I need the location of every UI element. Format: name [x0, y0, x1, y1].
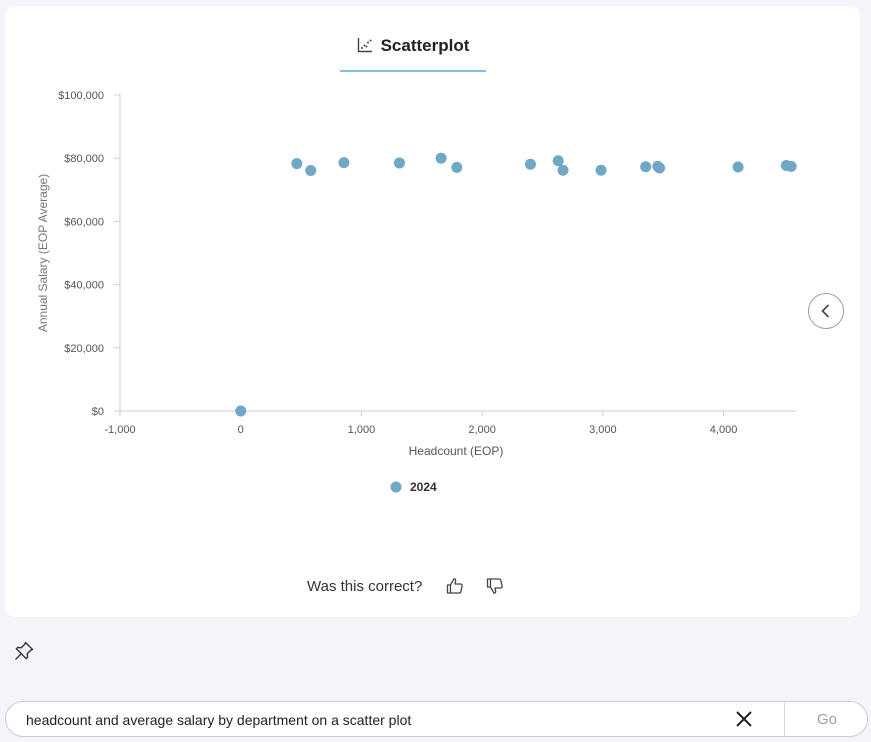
y-tick-label: $20,000 — [64, 343, 104, 355]
scatter-chart: $0 $20,000 $40,000 $60,000 $80,000 $100,000 -1… — [36, 90, 797, 494]
thumbs-down-button[interactable] — [484, 575, 506, 597]
legend-label: 2024 — [410, 480, 437, 494]
x-tick-label: -1,000 — [104, 424, 135, 436]
data-point — [305, 165, 317, 177]
y-axis-title: Annual Salary (EOP Average) — [36, 174, 50, 332]
data-point — [654, 162, 666, 174]
tab-label: Scatterplot — [380, 36, 470, 55]
thumbs-down-icon — [487, 578, 504, 594]
legend-marker — [390, 481, 402, 493]
query-bar: Go — [5, 701, 868, 738]
data-point — [557, 164, 569, 176]
scatterplot-icon — [357, 38, 372, 53]
data-point — [393, 157, 405, 169]
clear-query-button[interactable] — [734, 709, 754, 729]
data-point — [732, 161, 744, 173]
y-tick-label: $80,000 — [64, 153, 104, 165]
data-point — [552, 155, 564, 167]
close-icon — [736, 711, 752, 727]
y-tick-label: $40,000 — [64, 280, 104, 292]
data-point — [235, 405, 247, 417]
chart-card — [5, 6, 860, 617]
divider — [784, 702, 785, 736]
data-point — [595, 164, 607, 176]
data-point — [524, 158, 536, 170]
x-tick-label: 1,000 — [348, 424, 376, 436]
y-tick-label: $100,000 — [58, 90, 104, 102]
data-point — [291, 158, 303, 170]
thumbs-up-button[interactable] — [444, 575, 466, 597]
feedback-question: Was this correct? — [307, 577, 423, 595]
data-point — [785, 160, 797, 172]
y-tick-label: $60,000 — [64, 216, 104, 228]
collapse-panel-button[interactable] — [808, 293, 844, 329]
x-tick-label: 3,000 — [589, 424, 617, 436]
x-tick-label: 2,000 — [468, 424, 496, 436]
data-point — [640, 161, 652, 173]
x-axis-title: Headcount (EOP) — [409, 444, 504, 458]
thumbs-up-icon — [447, 578, 464, 594]
feedback-bar: Was this correct? — [307, 575, 506, 597]
pin-icon — [15, 641, 34, 660]
go-button[interactable]: Go — [816, 710, 837, 728]
y-tick-label: $0 — [92, 406, 104, 418]
data-point — [451, 161, 463, 173]
x-tick-label: 4,000 — [710, 424, 738, 436]
data-point — [338, 157, 350, 169]
data-point — [435, 152, 447, 164]
x-tick-label: 0 — [238, 424, 244, 436]
pin-button[interactable] — [13, 640, 35, 662]
tab-scatterplot[interactable]: Scatterplot — [340, 26, 486, 72]
query-input[interactable] — [24, 702, 728, 738]
chevron-left-icon — [821, 304, 830, 318]
